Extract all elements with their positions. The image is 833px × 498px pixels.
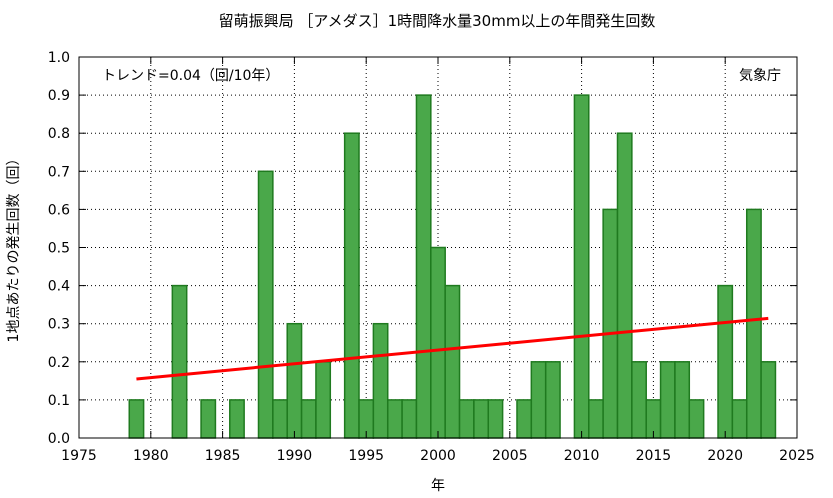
bar: [688, 399, 705, 439]
bar: [286, 322, 303, 439]
x-tick-label: 2000: [420, 448, 456, 464]
bar: [631, 361, 647, 439]
y-tick-label: 0.4: [48, 279, 70, 295]
bar: [616, 132, 633, 439]
x-tick-label: 2005: [492, 448, 528, 464]
bar: [473, 399, 490, 439]
bar: [487, 399, 504, 439]
x-tick-label: 1995: [348, 448, 384, 464]
bar: [544, 361, 561, 439]
y-axis: 0.0 0.1 0.2 0.3 0.4 0.5 0.6 0.7 0.8 0.9 1.0: [48, 50, 797, 447]
bar: [516, 399, 533, 439]
bar: [415, 94, 432, 439]
bar: [430, 246, 446, 439]
bar: [717, 284, 734, 439]
y-axis-label: 1地点あたりの発生回数（回）: [6, 152, 22, 343]
x-tick-label: 1975: [61, 448, 97, 464]
x-tick-label: 2015: [636, 448, 672, 464]
bar: [343, 132, 360, 439]
bar: [386, 399, 403, 439]
bar: [588, 399, 604, 439]
bar: [602, 208, 619, 439]
bar: [674, 361, 691, 439]
bar: [315, 361, 332, 439]
x-tick-label: 1980: [133, 448, 169, 464]
bar: [257, 170, 274, 439]
bar: [401, 399, 418, 439]
bar: [745, 208, 762, 439]
x-tick-label: 2025: [779, 448, 815, 464]
bar: [372, 322, 389, 439]
bars: [128, 94, 777, 439]
bar: [272, 399, 288, 439]
bar: [458, 399, 475, 439]
source-label: 気象庁: [739, 68, 781, 84]
bar: [760, 361, 777, 439]
bar: [731, 399, 748, 439]
x-tick-label: 1985: [205, 448, 241, 464]
y-tick-label: 1.0: [48, 50, 70, 66]
y-tick-label: 0.6: [48, 202, 70, 218]
y-tick-label: 0.2: [48, 355, 70, 371]
chart-title: 留萌振興局 ［アメダス］1時間降水量30mm以上の年間発生回数: [219, 12, 656, 30]
x-tick-label: 1990: [277, 448, 313, 464]
y-tick-label: 0.7: [48, 164, 70, 180]
bar: [530, 361, 547, 439]
y-tick-label: 0.0: [48, 431, 70, 447]
x-tick-label: 2010: [564, 448, 600, 464]
x-axis-label: 年: [431, 478, 445, 494]
x-axis: 1975 1980 1985 1990 1995 2000 2005 2010 2015 2020…: [61, 57, 815, 464]
y-tick-label: 0.3: [48, 317, 70, 333]
trend-line: [136, 316, 769, 381]
y-tick-label: 0.5: [48, 241, 70, 257]
bar: [200, 399, 217, 439]
y-tick-label: 0.1: [48, 393, 70, 409]
y-tick-label: 0.8: [48, 126, 70, 142]
y-tick-label: 0.9: [48, 88, 70, 104]
bar: [659, 361, 676, 439]
trend-label: トレンド=0.04（回/10年）: [102, 68, 279, 84]
bar: [300, 399, 317, 439]
bar: [128, 399, 145, 439]
bar: [444, 284, 461, 439]
bar: [573, 94, 590, 439]
x-tick-label: 2020: [707, 448, 743, 464]
bar: [229, 399, 245, 439]
bar: [171, 284, 188, 439]
